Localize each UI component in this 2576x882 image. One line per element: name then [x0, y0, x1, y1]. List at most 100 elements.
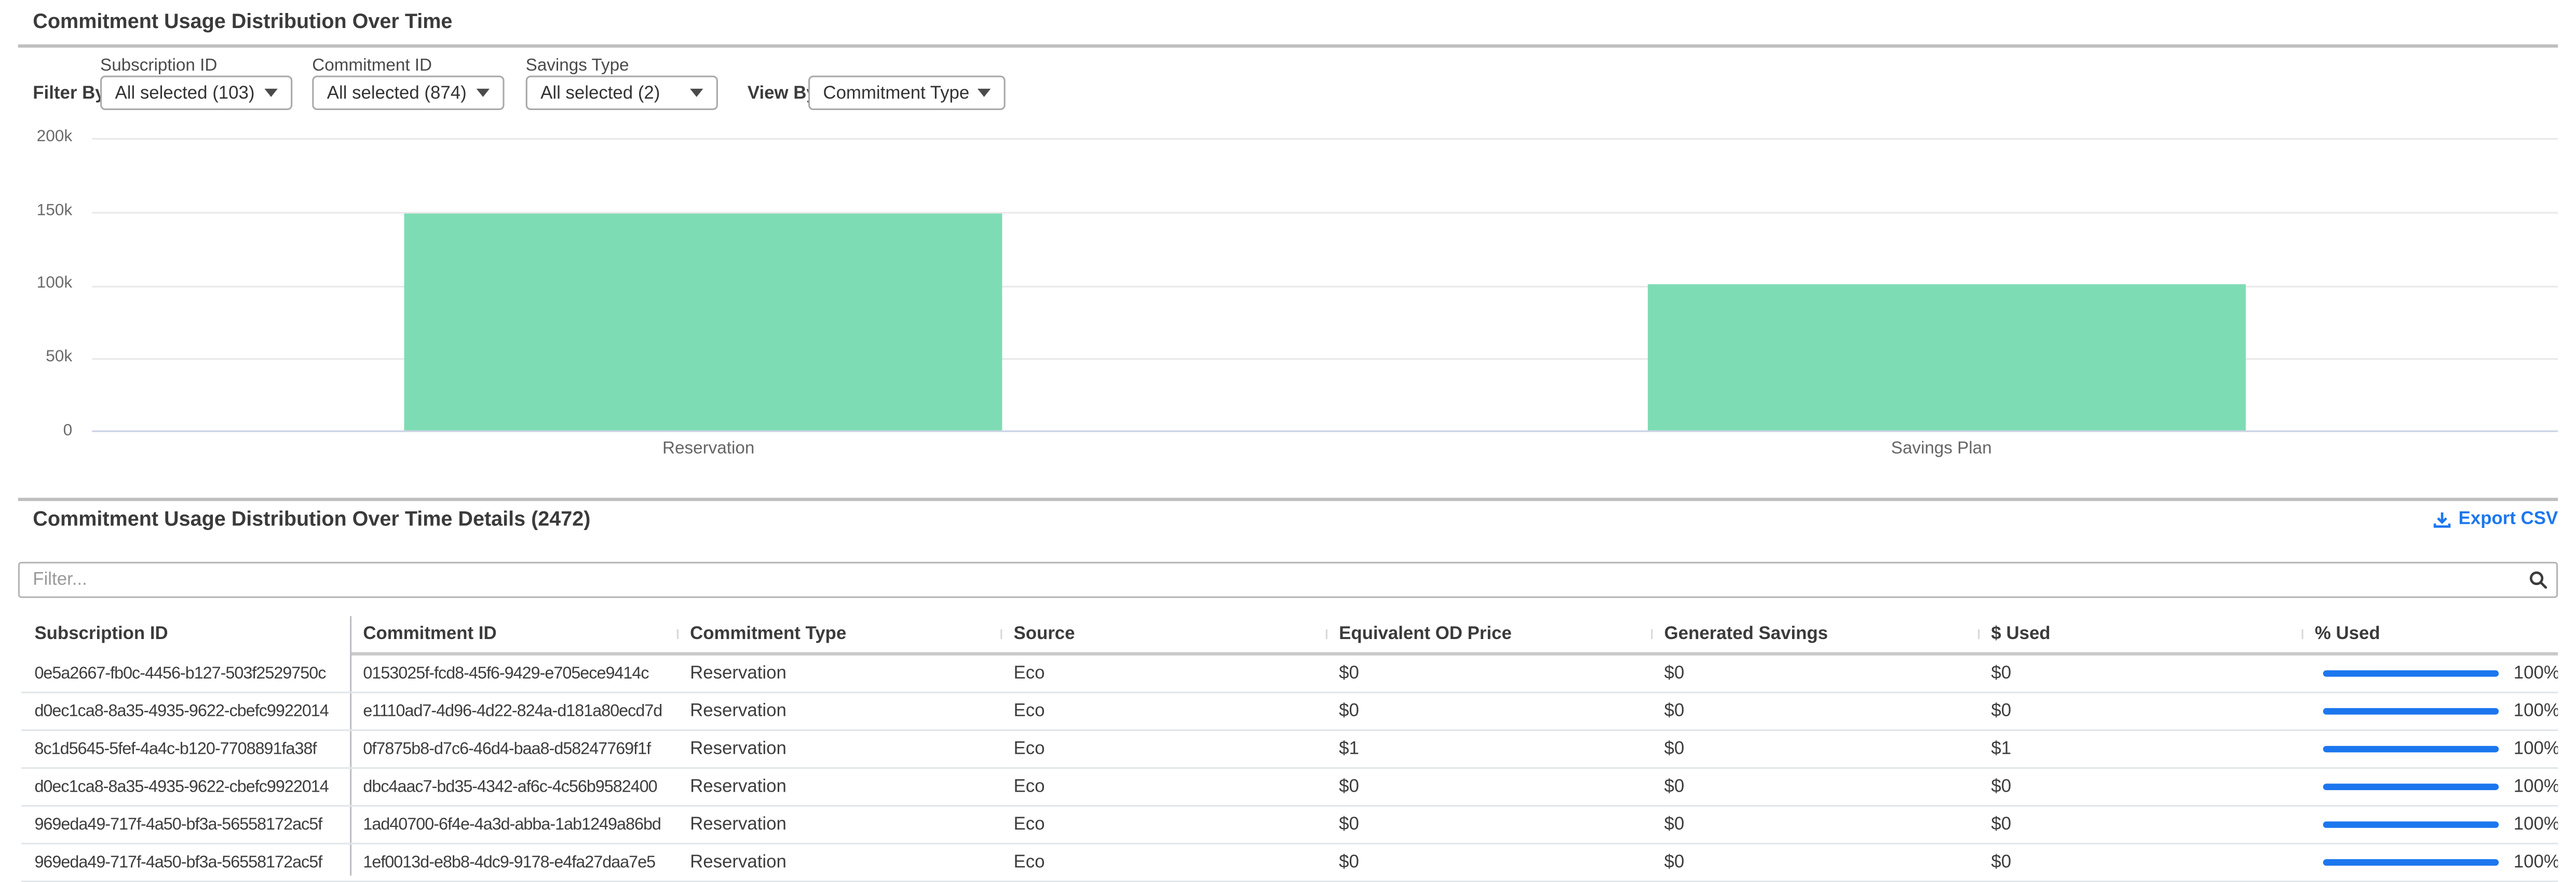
- pct-used-progress-bar: [2323, 859, 2499, 866]
- cell-commitment-type: Reservation: [690, 739, 787, 759]
- y-axis-tick: 100k: [36, 274, 73, 293]
- subscription-id-dropdown[interactable]: All selected (103): [100, 75, 293, 111]
- savings-type-dropdown[interactable]: All selected (2): [525, 75, 718, 111]
- header-equivalent-od-price[interactable]: Equivalent OD Price: [1325, 625, 1651, 644]
- cell-commitment-type: Reservation: [690, 663, 787, 684]
- view-by-dropdown[interactable]: Commitment Type: [808, 75, 1006, 111]
- frozen-column-divider: [350, 616, 352, 876]
- cell-generated-savings: $0: [1664, 815, 1685, 835]
- table-row: 0e5a2667-fb0c-4456-b127-503f2529750c 015…: [21, 656, 2558, 694]
- cell-pct-used: 100%: [2302, 701, 2558, 721]
- export-csv-label: Export CSV: [2458, 509, 2558, 529]
- cell-equivalent-od-price: $0: [1339, 777, 1359, 797]
- gridline: [92, 138, 2558, 140]
- cell-subscription-id: 8c1d5645-5fef-4a4c-b120-7708891fa38f: [34, 740, 317, 758]
- chart-bar[interactable]: [404, 212, 1002, 431]
- cell-source: Eco: [1013, 852, 1045, 873]
- pct-used-progress-bar: [2323, 670, 2499, 677]
- gridline: [92, 358, 2558, 360]
- cell-commitment-id: dbc4aac7-bd35-4342-af6c-4c56b9582400: [363, 778, 657, 796]
- cell-commitment-id: 1ad40700-6f4e-4a3d-abba-1ab1249a86bd: [363, 816, 661, 834]
- cell-equivalent-od-price: $0: [1339, 815, 1359, 835]
- subscription-id-label: Subscription ID: [100, 56, 218, 76]
- commitment-usage-bar-chart: 200k 150k 100k 50k 0 Reservation Savings…: [36, 128, 2558, 458]
- cell-dollar-used: $0: [1991, 815, 2012, 835]
- cell-generated-savings: $0: [1664, 739, 1685, 759]
- cell-equivalent-od-price: $0: [1339, 852, 1359, 873]
- table-row: 969eda49-717f-4a50-bf3a-56558172ac5f 1ad…: [21, 807, 2558, 845]
- cell-equivalent-od-price: $1: [1339, 739, 1359, 759]
- cell-commitment-id: e1110ad7-4d96-4d22-824a-d181a80ecd7d: [363, 702, 662, 721]
- savings-type-label: Savings Type: [525, 56, 629, 76]
- cell-equivalent-od-price: $0: [1339, 663, 1359, 684]
- header-source[interactable]: Source: [1000, 625, 1326, 644]
- header-commitment-id[interactable]: Commitment ID: [363, 624, 497, 644]
- header-generated-savings[interactable]: Generated Savings: [1651, 625, 1978, 644]
- chevron-down-icon: [476, 88, 490, 97]
- cell-dollar-used: $0: [1991, 701, 2012, 722]
- cell-source: Eco: [1013, 777, 1045, 797]
- cell-commitment-type: Reservation: [690, 701, 787, 722]
- y-axis-tick: 150k: [36, 202, 73, 221]
- header-bottom-border: [350, 652, 2558, 656]
- header-pct-used[interactable]: % Used: [2301, 625, 2558, 644]
- commitment-id-value: All selected (874): [327, 83, 467, 103]
- gridline: [92, 211, 2558, 213]
- cell-dollar-used: $1: [1991, 739, 2012, 759]
- cell-pct-used: 100%: [2302, 739, 2558, 759]
- dropdown-group-savings-type: Savings Type All selected (2): [525, 56, 718, 111]
- header-commitment-type[interactable]: Commitment Type: [676, 625, 1000, 644]
- export-csv-button[interactable]: Export CSV: [2434, 509, 2558, 529]
- cell-dollar-used: $0: [1991, 777, 2012, 797]
- category-label-savings-plan: Savings Plan: [1891, 438, 1992, 458]
- pct-used-progress-bar: [2323, 708, 2499, 715]
- cell-commitment-type: Reservation: [690, 852, 787, 873]
- chart-bar[interactable]: [1648, 284, 2246, 431]
- chevron-down-icon: [977, 88, 991, 97]
- view-by-value: Commitment Type: [823, 83, 970, 103]
- pct-used-value: 100%: [2513, 852, 2558, 873]
- savings-type-value: All selected (2): [540, 83, 660, 103]
- table-row: d0ec1ca8-8a35-4935-9622-cbefc9922014 dbc…: [21, 769, 2558, 807]
- cell-generated-savings: $0: [1664, 777, 1685, 797]
- search-icon: [2529, 571, 2547, 589]
- cell-source: Eco: [1013, 663, 1045, 684]
- cell-source: Eco: [1013, 815, 1045, 835]
- table-row: 8c1d5645-5fef-4a4c-b120-7708891fa38f 0f7…: [21, 731, 2558, 769]
- cell-pct-used: 100%: [2302, 815, 2558, 835]
- cell-source: Eco: [1013, 701, 1045, 722]
- table-header: Subscription ID Commitment ID Commitment…: [21, 616, 2558, 653]
- cell-pct-used: 100%: [2302, 852, 2558, 872]
- chart-plot: [92, 138, 2558, 432]
- pct-used-progress-bar: [2323, 821, 2499, 828]
- cell-subscription-id: 969eda49-717f-4a50-bf3a-56558172ac5f: [34, 816, 322, 834]
- table-filter-input[interactable]: [18, 562, 2558, 598]
- commitment-id-dropdown[interactable]: All selected (874): [312, 75, 505, 111]
- cell-commitment-type: Reservation: [690, 815, 787, 835]
- pct-used-value: 100%: [2513, 777, 2558, 797]
- cell-equivalent-od-price: $0: [1339, 701, 1359, 722]
- chevron-down-icon: [690, 88, 703, 97]
- cell-subscription-id: d0ec1ca8-8a35-4935-9622-cbefc9922014: [34, 778, 329, 796]
- pct-used-value: 100%: [2513, 663, 2558, 684]
- y-axis-tick: 50k: [46, 348, 73, 367]
- cell-subscription-id: 969eda49-717f-4a50-bf3a-56558172ac5f: [34, 853, 322, 872]
- header-dollar-used[interactable]: $ Used: [1978, 625, 2301, 644]
- pct-used-value: 100%: [2513, 701, 2558, 722]
- filter-by-label: Filter By:: [33, 84, 112, 104]
- page-title: Commitment Usage Distribution Over Time: [33, 9, 453, 33]
- header-subscription-id[interactable]: Subscription ID: [34, 624, 168, 644]
- cell-source: Eco: [1013, 739, 1045, 759]
- download-icon: [2434, 511, 2451, 527]
- chevron-down-icon: [264, 88, 278, 97]
- cell-commitment-id: 0153025f-fcd8-45f6-9429-e705ece9414c: [363, 664, 649, 683]
- x-axis-labels: Reservation Savings Plan: [92, 439, 2558, 458]
- x-axis-line: [92, 430, 2558, 432]
- y-axis-tick: 200k: [36, 128, 73, 146]
- table-row: 969eda49-717f-4a50-bf3a-56558172ac5f 1ef…: [21, 845, 2558, 882]
- cell-pct-used: 100%: [2302, 777, 2558, 797]
- cell-generated-savings: $0: [1664, 852, 1685, 873]
- dropdown-group-commitment-id: Commitment ID All selected (874): [312, 57, 505, 111]
- dropdown-group-subscription-id: Subscription ID All selected (103): [100, 56, 293, 111]
- cell-subscription-id: d0ec1ca8-8a35-4935-9622-cbefc9922014: [34, 702, 329, 721]
